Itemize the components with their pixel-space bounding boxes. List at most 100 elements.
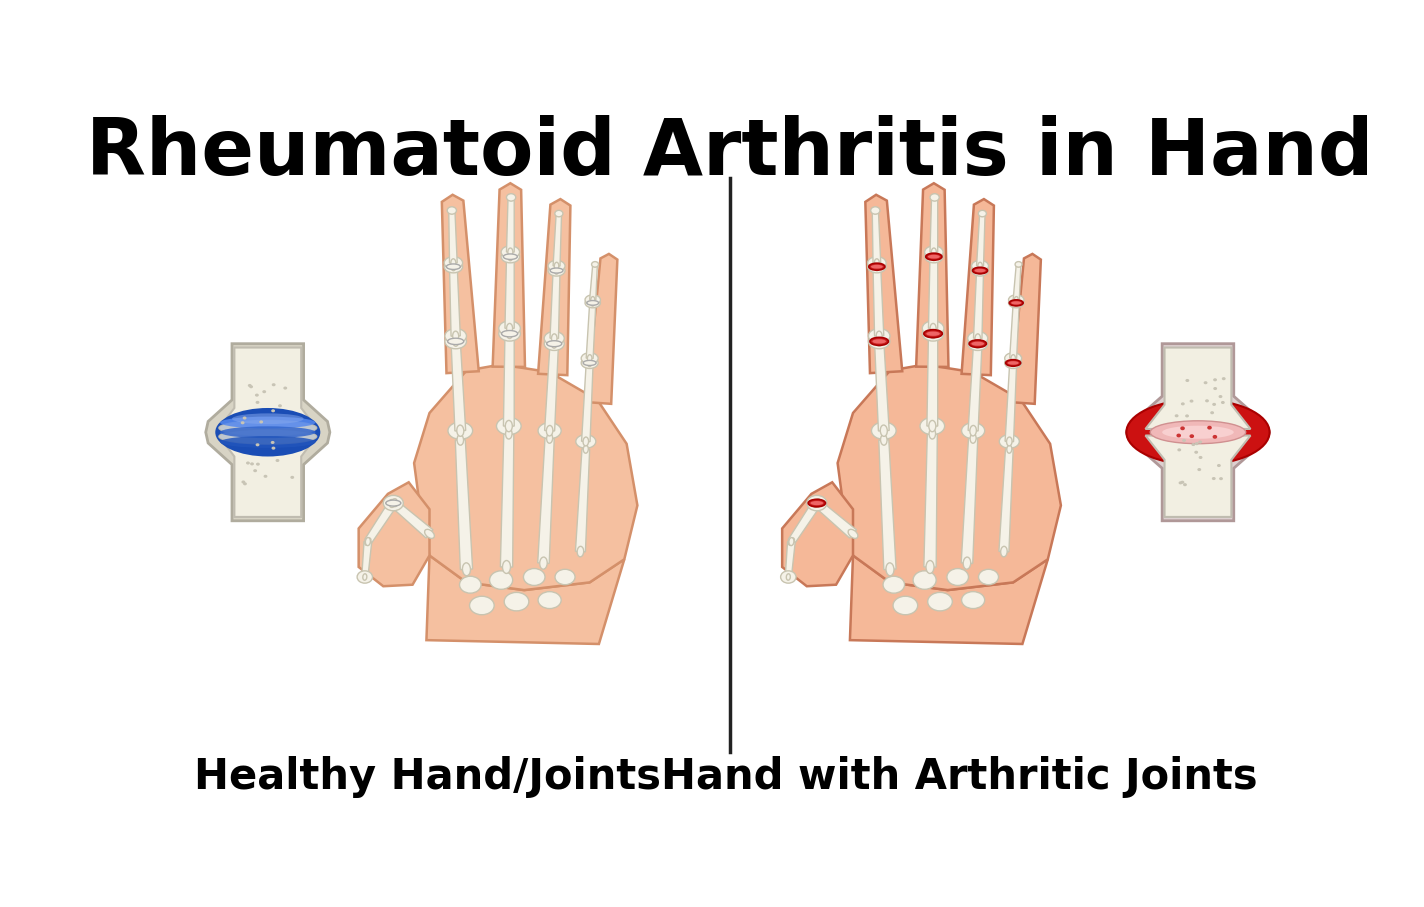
Ellipse shape: [585, 298, 601, 307]
Ellipse shape: [1014, 299, 1018, 306]
Ellipse shape: [1008, 298, 1024, 307]
Ellipse shape: [588, 355, 592, 362]
Polygon shape: [928, 257, 937, 328]
Ellipse shape: [272, 446, 275, 450]
Ellipse shape: [1213, 378, 1218, 381]
Ellipse shape: [876, 331, 883, 341]
Ellipse shape: [538, 591, 561, 609]
Polygon shape: [930, 198, 937, 252]
Ellipse shape: [278, 405, 282, 407]
Ellipse shape: [930, 194, 940, 201]
Ellipse shape: [390, 499, 397, 507]
Ellipse shape: [970, 340, 987, 347]
Ellipse shape: [219, 429, 316, 444]
Polygon shape: [1145, 435, 1250, 517]
Ellipse shape: [1011, 301, 1021, 305]
Text: Healthy Hand/Joints: Healthy Hand/Joints: [195, 756, 662, 798]
Ellipse shape: [869, 263, 884, 270]
Ellipse shape: [507, 194, 515, 201]
Ellipse shape: [883, 576, 904, 593]
Polygon shape: [362, 541, 372, 577]
Ellipse shape: [241, 421, 245, 424]
Ellipse shape: [1219, 395, 1222, 398]
Ellipse shape: [1198, 441, 1202, 444]
Ellipse shape: [1213, 387, 1218, 390]
Ellipse shape: [383, 495, 403, 511]
Ellipse shape: [978, 570, 998, 585]
Ellipse shape: [457, 425, 464, 436]
Ellipse shape: [1005, 357, 1021, 368]
Ellipse shape: [577, 546, 584, 557]
Ellipse shape: [503, 254, 517, 259]
Polygon shape: [507, 198, 514, 252]
Ellipse shape: [880, 434, 887, 445]
Ellipse shape: [978, 262, 983, 269]
Ellipse shape: [1218, 464, 1220, 467]
Polygon shape: [974, 270, 984, 338]
Ellipse shape: [813, 499, 820, 507]
Ellipse shape: [544, 336, 564, 350]
Ellipse shape: [551, 334, 557, 343]
Polygon shape: [538, 199, 571, 375]
Ellipse shape: [272, 383, 276, 386]
Ellipse shape: [1185, 379, 1189, 382]
Ellipse shape: [390, 500, 397, 507]
Ellipse shape: [242, 481, 245, 483]
Ellipse shape: [971, 265, 988, 276]
Ellipse shape: [1176, 434, 1180, 437]
Ellipse shape: [810, 501, 823, 505]
Ellipse shape: [506, 421, 513, 432]
Ellipse shape: [913, 571, 936, 590]
Ellipse shape: [1212, 477, 1216, 480]
Ellipse shape: [924, 329, 943, 337]
Polygon shape: [581, 363, 594, 442]
Ellipse shape: [501, 330, 518, 336]
Ellipse shape: [1007, 445, 1012, 454]
Ellipse shape: [507, 324, 513, 333]
Ellipse shape: [262, 390, 266, 394]
Ellipse shape: [538, 423, 561, 439]
Ellipse shape: [232, 414, 303, 424]
Ellipse shape: [1151, 421, 1246, 444]
Polygon shape: [879, 440, 896, 570]
Ellipse shape: [248, 384, 252, 387]
Ellipse shape: [928, 421, 936, 432]
Ellipse shape: [874, 258, 880, 267]
Ellipse shape: [524, 569, 545, 586]
Ellipse shape: [1178, 448, 1180, 452]
Polygon shape: [874, 341, 889, 431]
Polygon shape: [961, 438, 978, 563]
Ellipse shape: [1180, 426, 1185, 430]
Polygon shape: [544, 344, 558, 431]
Ellipse shape: [501, 246, 520, 258]
Ellipse shape: [1005, 360, 1021, 366]
Ellipse shape: [283, 386, 288, 390]
Ellipse shape: [1220, 401, 1225, 404]
Ellipse shape: [249, 385, 253, 388]
Ellipse shape: [490, 571, 513, 590]
Ellipse shape: [547, 434, 553, 444]
Ellipse shape: [253, 469, 258, 473]
Polygon shape: [782, 483, 853, 586]
Ellipse shape: [1175, 414, 1179, 417]
Ellipse shape: [973, 268, 988, 274]
Ellipse shape: [928, 428, 936, 439]
Ellipse shape: [547, 425, 553, 436]
Ellipse shape: [1219, 477, 1223, 480]
Ellipse shape: [1185, 414, 1189, 417]
Ellipse shape: [1208, 425, 1212, 430]
Ellipse shape: [263, 474, 268, 478]
Polygon shape: [1012, 264, 1021, 300]
Ellipse shape: [591, 261, 598, 268]
Ellipse shape: [1015, 261, 1022, 268]
Ellipse shape: [584, 445, 588, 454]
Ellipse shape: [1001, 546, 1007, 557]
Ellipse shape: [873, 207, 877, 214]
Ellipse shape: [1180, 481, 1185, 483]
Ellipse shape: [1189, 400, 1193, 403]
Ellipse shape: [504, 592, 528, 611]
Ellipse shape: [588, 359, 592, 366]
Polygon shape: [837, 365, 1061, 590]
Ellipse shape: [1192, 443, 1195, 446]
Polygon shape: [866, 195, 903, 373]
